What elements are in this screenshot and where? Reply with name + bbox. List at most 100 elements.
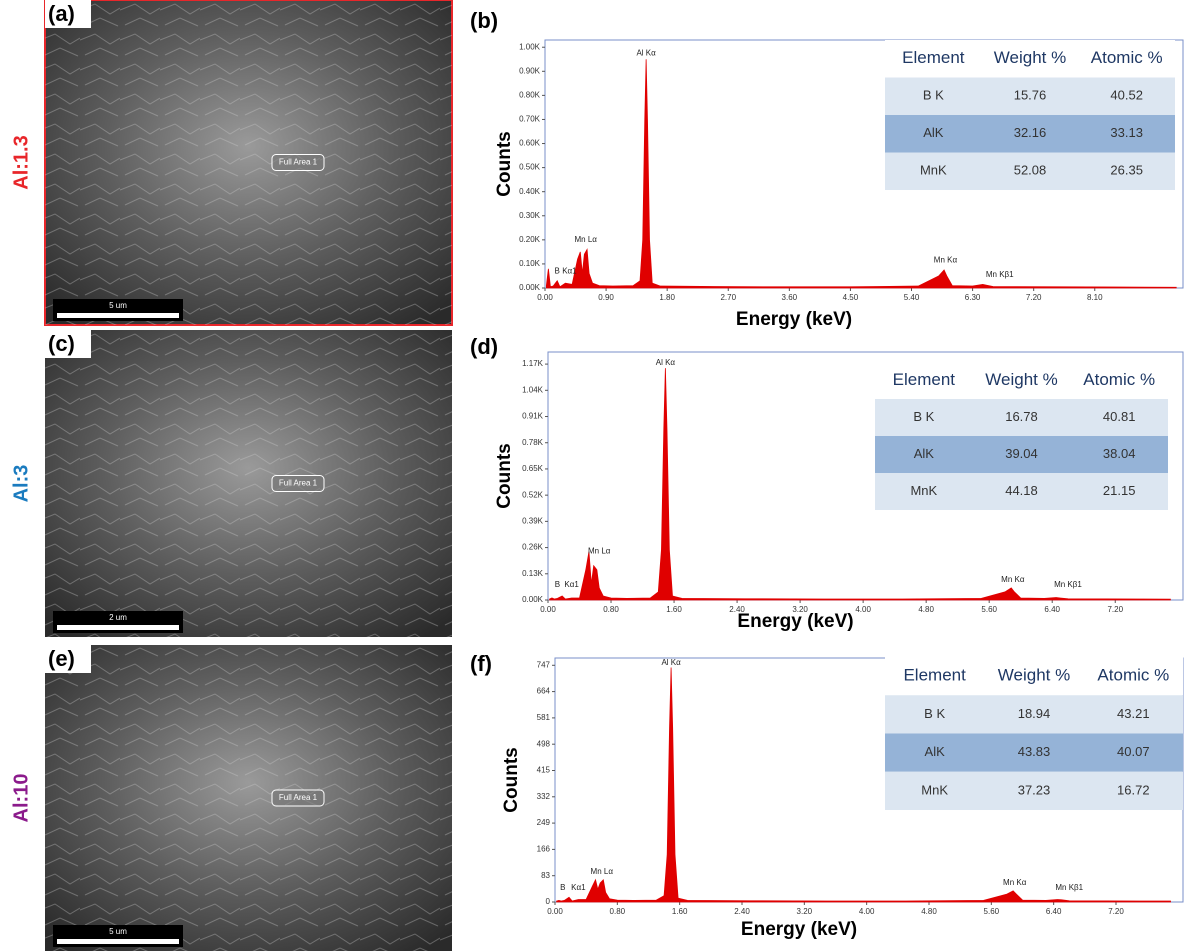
scale-bar	[57, 313, 179, 318]
sem-texture	[45, 0, 452, 325]
table-cell: 15.76	[1014, 88, 1047, 103]
y-tick-label: 0.90K	[519, 66, 541, 75]
y-tick-label: 664	[537, 687, 551, 696]
y-tick-label: 0.00K	[519, 283, 541, 292]
panel-label: (a)	[48, 1, 75, 26]
y-tick-label: 249	[537, 818, 551, 827]
scale-bar-label: 2 um	[109, 613, 127, 622]
peak-label: Al Kα	[656, 358, 676, 367]
peak-label: Mn Kα	[1001, 575, 1025, 584]
table-cell: MnK	[910, 483, 937, 498]
x-tick-label: 3.20	[792, 605, 808, 614]
y-tick-label: 0.40K	[519, 187, 541, 196]
table-cell: 40.81	[1103, 409, 1136, 424]
scale-bar	[57, 625, 179, 630]
sem-texture	[45, 645, 452, 951]
table-cell: AlK	[914, 446, 935, 461]
row-label: Al:1.3	[10, 135, 32, 189]
x-tick-label: 2.40	[729, 605, 745, 614]
peak-label: Kα1	[562, 266, 577, 275]
y-axis-label: Counts	[494, 131, 515, 196]
y-tick-label: 0.70K	[519, 115, 541, 124]
y-tick-label: 0.30K	[519, 211, 541, 220]
x-tick-label: 7.20	[1026, 293, 1042, 302]
table-cell: 32.16	[1014, 125, 1047, 140]
table-header: Atomic %	[1083, 370, 1155, 389]
x-tick-label: 4.00	[859, 907, 875, 916]
table-cell: AlK	[923, 125, 944, 140]
table-cell: 16.78	[1005, 409, 1038, 424]
table-cell: 40.52	[1110, 88, 1143, 103]
y-tick-label: 0.50K	[519, 163, 541, 172]
peak-label: Al Kα	[636, 48, 656, 57]
x-tick-label: 2.70	[720, 293, 736, 302]
x-tick-label: 4.00	[855, 605, 871, 614]
table-cell: 43.21	[1117, 706, 1150, 721]
y-axis-label: Counts	[494, 443, 515, 508]
x-tick-label: 1.80	[659, 293, 675, 302]
y-tick-label: 1.17K	[522, 359, 544, 368]
x-tick-label: 4.80	[921, 907, 937, 916]
x-tick-label: 1.60	[672, 907, 688, 916]
x-tick-label: 1.60	[666, 605, 682, 614]
peak-label: B	[555, 580, 560, 589]
table-header: Weight %	[998, 666, 1070, 685]
table-cell: 21.15	[1103, 483, 1136, 498]
x-axis-label: Energy (keV)	[737, 611, 853, 632]
table-cell: 40.07	[1117, 744, 1150, 759]
peak-label: Kα1	[564, 580, 579, 589]
x-tick-label: 0.80	[603, 605, 619, 614]
table-cell: B K	[924, 706, 945, 721]
y-tick-label: 1.00K	[519, 42, 541, 51]
y-tick-label: 581	[537, 713, 551, 722]
table-cell: 33.13	[1110, 125, 1143, 140]
peak-label: B	[560, 883, 565, 892]
y-tick-label: 747	[537, 660, 551, 669]
area-label: Full Area 1	[279, 479, 318, 488]
x-axis-label: Energy (keV)	[736, 309, 852, 330]
y-tick-label: 0.78K	[522, 438, 544, 447]
x-tick-label: 0.00	[540, 605, 556, 614]
table-header: Atomic %	[1091, 48, 1163, 67]
peak-label: Kα1	[571, 883, 586, 892]
peak-label: Mn Kα	[1003, 878, 1027, 887]
y-tick-label: 83	[541, 871, 550, 880]
table-cell: 52.08	[1014, 163, 1047, 178]
y-tick-label: 0.00K	[522, 595, 544, 604]
x-tick-label: 0.80	[610, 907, 626, 916]
x-axis-label: Energy (keV)	[741, 919, 857, 940]
figure: (a)Al:1.3Full Area 15 um(c)Al:3Full Area…	[0, 0, 1186, 951]
y-tick-label: 0.10K	[519, 259, 541, 268]
x-tick-label: 7.20	[1107, 605, 1123, 614]
area-label: Full Area 1	[279, 158, 318, 167]
panel-label: (b)	[470, 8, 498, 33]
table-cell: 39.04	[1005, 446, 1038, 461]
table-cell: 18.94	[1018, 706, 1051, 721]
peak-label: Mn Kα	[934, 255, 958, 264]
y-tick-label: 166	[537, 845, 551, 854]
table-header: Atomic %	[1097, 666, 1169, 685]
peak-label: Mn Kβ1	[1055, 883, 1083, 892]
x-tick-label: 0.90	[598, 293, 614, 302]
x-tick-label: 8.10	[1087, 293, 1103, 302]
y-tick-label: 0.65K	[522, 464, 544, 473]
y-tick-label: 0.60K	[519, 139, 541, 148]
panel-label: (e)	[48, 646, 75, 671]
peak-label: Mn Kβ1	[986, 270, 1014, 279]
panel-label: (c)	[48, 331, 75, 356]
table-cell: MnK	[920, 163, 947, 178]
table-header: Weight %	[994, 48, 1066, 67]
scale-bar-label: 5 um	[109, 301, 127, 310]
y-tick-label: 498	[537, 739, 551, 748]
peak-label: Mn Kβ1	[1054, 580, 1082, 589]
peak-label: Mn Lα	[575, 235, 598, 244]
x-tick-label: 4.50	[843, 293, 859, 302]
scale-bar-label: 5 um	[109, 927, 127, 936]
area-label: Full Area 1	[279, 793, 318, 802]
y-tick-label: 0.13K	[522, 569, 544, 578]
x-tick-label: 5.60	[981, 605, 997, 614]
table-cell: B K	[913, 409, 934, 424]
peak-label: Mn Lα	[588, 547, 611, 556]
table-cell: 43.83	[1018, 744, 1051, 759]
table-cell: 44.18	[1005, 483, 1038, 498]
